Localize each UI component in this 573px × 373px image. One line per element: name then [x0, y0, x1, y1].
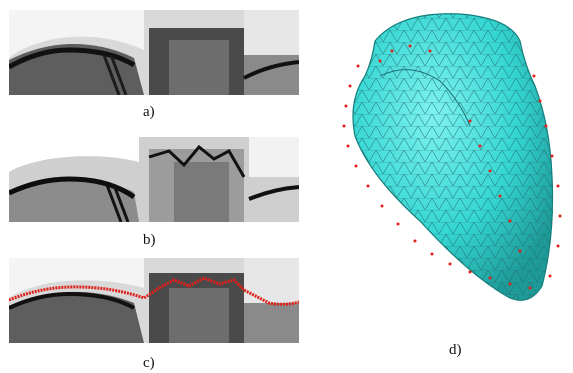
surface-points — [342, 44, 562, 290]
image-panel-b — [9, 137, 299, 222]
image-panel-a — [9, 10, 299, 95]
image-panel-c — [9, 258, 299, 343]
ultrasound-slice-b — [9, 137, 299, 222]
mesh-render — [342, 13, 562, 301]
segmentation-contour — [9, 276, 299, 306]
ultrasound-slice-a — [9, 10, 299, 95]
ultrasound-slice-c — [9, 258, 299, 343]
caption-c: c) — [143, 355, 155, 371]
caption-d: d) — [449, 342, 462, 358]
caption-a: a) — [143, 104, 155, 120]
heart-mesh — [320, 6, 570, 306]
caption-b: b) — [143, 232, 156, 248]
